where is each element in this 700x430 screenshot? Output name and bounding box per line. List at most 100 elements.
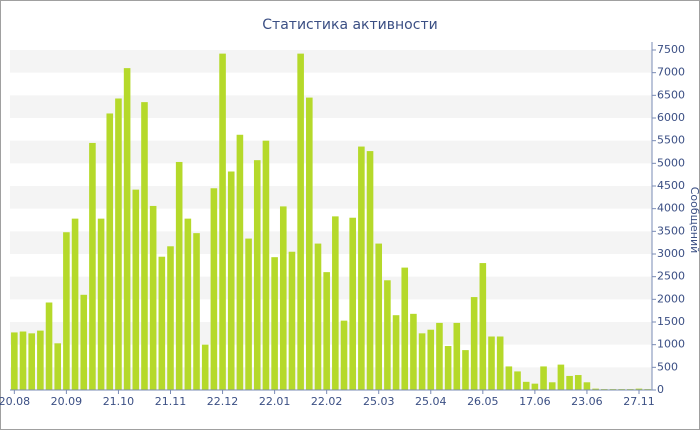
bar — [635, 388, 643, 390]
bar — [149, 205, 157, 390]
bar — [574, 375, 582, 390]
bar — [332, 216, 339, 390]
bar — [132, 189, 140, 390]
bar — [45, 302, 53, 390]
x-tick-label: 26.05 — [467, 395, 499, 408]
grid-band — [10, 50, 652, 73]
y-tick-label: 6500 — [657, 88, 685, 101]
y-tick-label: 2000 — [657, 292, 685, 305]
bar — [28, 333, 35, 390]
bar — [262, 140, 270, 390]
y-tick-label: 1500 — [657, 315, 685, 328]
x-tick-label: 27.11 — [623, 395, 655, 408]
bar — [106, 113, 114, 390]
bar — [63, 232, 70, 390]
bar — [306, 97, 313, 390]
bar — [444, 346, 452, 390]
x-tick-label: 25.03 — [363, 395, 395, 408]
bar — [522, 381, 530, 390]
y-tick-label: 3500 — [657, 224, 685, 237]
y-tick-label: 500 — [657, 360, 678, 373]
bar — [271, 257, 278, 390]
bar — [583, 382, 591, 390]
bar — [19, 331, 27, 390]
x-tick-label: 17.06 — [519, 395, 551, 408]
x-tick-label: 22.01 — [259, 395, 291, 408]
bar — [97, 218, 105, 390]
bar — [227, 171, 235, 390]
y-tick-label: 4000 — [657, 202, 685, 215]
bar — [253, 160, 261, 390]
bar — [245, 238, 252, 390]
bar — [418, 333, 426, 390]
bar — [158, 256, 166, 390]
x-tick-label: 25.04 — [415, 395, 447, 408]
bar — [167, 246, 174, 390]
bar — [505, 366, 513, 390]
bar — [496, 336, 504, 390]
bar — [201, 344, 209, 390]
y-tick-label: 2500 — [657, 270, 685, 283]
grid-band — [10, 186, 652, 209]
y-tick-label: 1000 — [657, 338, 685, 351]
bar — [279, 206, 287, 390]
bar — [288, 251, 296, 390]
x-tick-label: 23.06 — [571, 395, 603, 408]
bar — [436, 322, 443, 390]
bar — [80, 294, 88, 390]
bar — [175, 161, 183, 390]
x-tick-label: 21.11 — [155, 395, 187, 408]
y-tick-label: 7000 — [657, 66, 685, 79]
bar — [115, 98, 122, 391]
bar — [540, 366, 547, 390]
y-tick-label: 7500 — [657, 43, 685, 56]
bar — [184, 218, 192, 390]
bar — [37, 330, 44, 390]
bar — [89, 142, 96, 390]
bar — [219, 53, 226, 390]
bar — [427, 329, 435, 390]
bar — [349, 217, 356, 390]
bar — [210, 188, 218, 390]
x-tick-label: 20.08 — [0, 395, 30, 408]
bar — [592, 388, 599, 390]
bar — [531, 383, 539, 390]
x-tick-label: 22.02 — [311, 395, 343, 408]
bar — [557, 364, 565, 390]
bar — [123, 68, 131, 390]
x-tick-label: 22.12 — [207, 395, 239, 408]
bar — [548, 382, 556, 390]
bar — [71, 218, 79, 390]
chart-title: Статистика активности — [262, 17, 437, 33]
bar — [470, 297, 478, 390]
grid-band — [10, 276, 652, 300]
bar — [366, 151, 374, 390]
y-tick-label: 3000 — [657, 247, 685, 260]
bar — [297, 53, 304, 390]
bar — [314, 243, 322, 390]
x-tick-label: 20.09 — [51, 395, 83, 408]
bar — [11, 332, 18, 390]
y-tick-label: 5000 — [657, 156, 685, 169]
grid-band — [10, 322, 652, 345]
bar — [141, 102, 148, 390]
grid-band — [10, 367, 652, 390]
bar — [401, 267, 409, 390]
bar — [453, 322, 461, 390]
bar — [392, 315, 400, 390]
bar — [566, 375, 573, 390]
grid-band — [10, 231, 652, 254]
bar — [236, 134, 244, 390]
grid-band — [10, 140, 652, 164]
y-axis-title: Сообщений — [688, 187, 700, 254]
y-tick-label: 6000 — [657, 111, 685, 124]
bar — [410, 313, 417, 390]
bar — [384, 280, 391, 390]
bar — [323, 272, 330, 390]
x-tick-label: 21.10 — [103, 395, 135, 408]
bar — [479, 263, 487, 390]
bar — [358, 146, 365, 390]
grid-band — [10, 95, 652, 118]
